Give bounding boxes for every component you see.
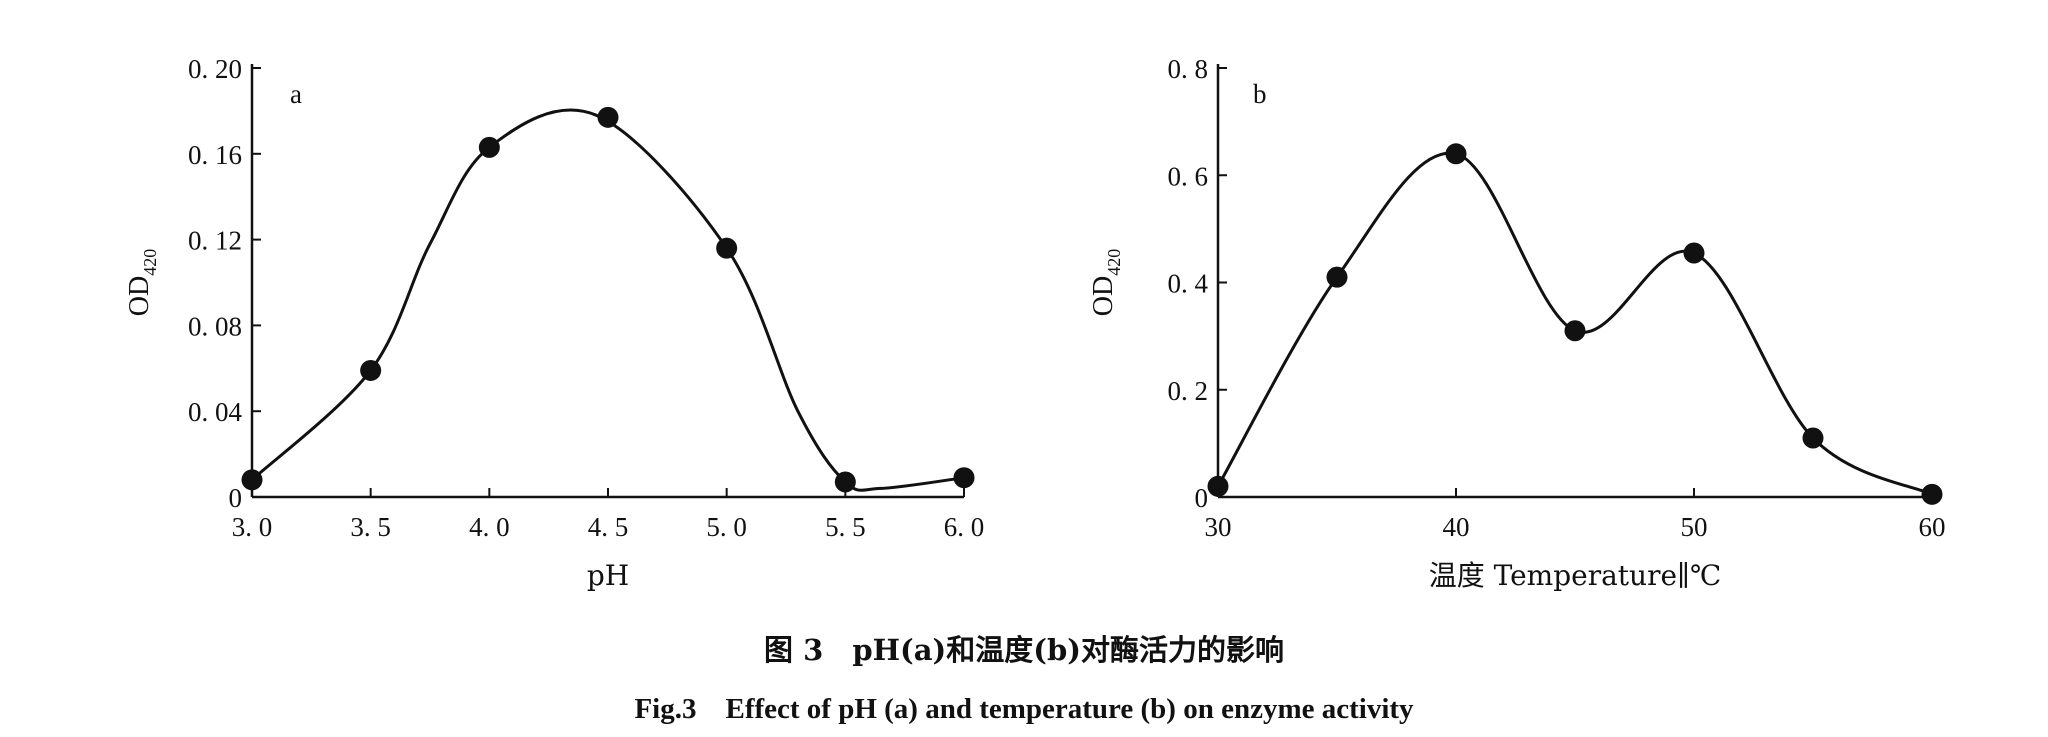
data-point xyxy=(953,467,975,489)
y-tick-label: 0. 20 xyxy=(188,54,242,84)
data-point xyxy=(478,136,500,158)
data-point xyxy=(716,237,738,259)
panel-label: b xyxy=(1253,79,1267,109)
x-tick-label: 50 xyxy=(1681,512,1708,542)
caption-chinese: 图 3 pH(a)和温度(b)对酶活力的影响 xyxy=(764,633,1284,667)
chart-panel-b: 0 0. 2 0. 4 0. 6 0. 8 30 40 50 60 b 温度 Temperature… xyxy=(1088,54,1946,592)
charts-svg: 00. 040. 080. 120. 160. 203. 0 3. 5 4. 0 4.… xyxy=(124,54,1946,592)
y-tick-label: 0. 8 xyxy=(1168,54,1209,84)
x-tick-label: 3. 0 xyxy=(232,512,273,542)
y-tick-label: 0. 08 xyxy=(188,311,242,341)
data-point xyxy=(1445,143,1467,165)
data-point xyxy=(1564,320,1586,342)
series-line xyxy=(250,108,965,492)
x-tick-label: 40 xyxy=(1443,512,1470,542)
data-point xyxy=(1207,475,1229,497)
y-axis-title: OD420 xyxy=(124,249,160,316)
x-tick-label: 4. 0 xyxy=(469,512,510,542)
data-point xyxy=(360,359,382,381)
caption-english: Fig.3 Effect of pH (a) and temperature (… xyxy=(634,693,1414,725)
x-tick-label: 4. 5 xyxy=(588,512,629,542)
data-point xyxy=(834,471,856,493)
y-tick-label: 0. 2 xyxy=(1168,376,1209,406)
data-point xyxy=(1683,242,1705,264)
y-tick-label: 0 xyxy=(1195,483,1209,513)
panel-label: a xyxy=(290,79,302,109)
y-tick-label: 0. 6 xyxy=(1168,161,1209,191)
y-axis-title-subscript: 420 xyxy=(140,249,160,276)
y-tick-label: 0. 4 xyxy=(1168,269,1209,299)
x-axis-title: 温度 Temperature∥℃ xyxy=(1429,559,1722,592)
x-axis-title: pH xyxy=(587,559,629,592)
x-tick-label: 3. 5 xyxy=(350,512,391,542)
x-tick-label: 5. 0 xyxy=(706,512,747,542)
data-point xyxy=(597,106,619,128)
data-point xyxy=(1802,427,1824,449)
y-tick-label: 0. 16 xyxy=(188,140,242,170)
y-tick-label: 0. 12 xyxy=(188,226,242,256)
data-point xyxy=(1921,483,1943,505)
y-tick-label: 0 xyxy=(229,483,243,513)
chart-panel-a: 0 0. 04 0. 08 0. 12 0. 16 0. 20 3. 0 3. 5 4. 0 4.… xyxy=(124,54,984,592)
x-tick-label: 6. 0 xyxy=(944,512,985,542)
y-axis-title-main: OD xyxy=(124,276,155,316)
data-point xyxy=(241,469,263,491)
data-point xyxy=(1326,266,1348,288)
y-axis-title: OD420 xyxy=(1088,249,1124,316)
x-tick-label: 30 xyxy=(1205,512,1232,542)
x-tick-label: 60 xyxy=(1919,512,1946,542)
x-tick-label: 5. 5 xyxy=(825,512,866,542)
y-axis-title-main: OD xyxy=(1088,276,1119,316)
y-axis-title-subscript: 420 xyxy=(1104,249,1124,276)
y-tick-label: 0. 04 xyxy=(188,397,243,427)
